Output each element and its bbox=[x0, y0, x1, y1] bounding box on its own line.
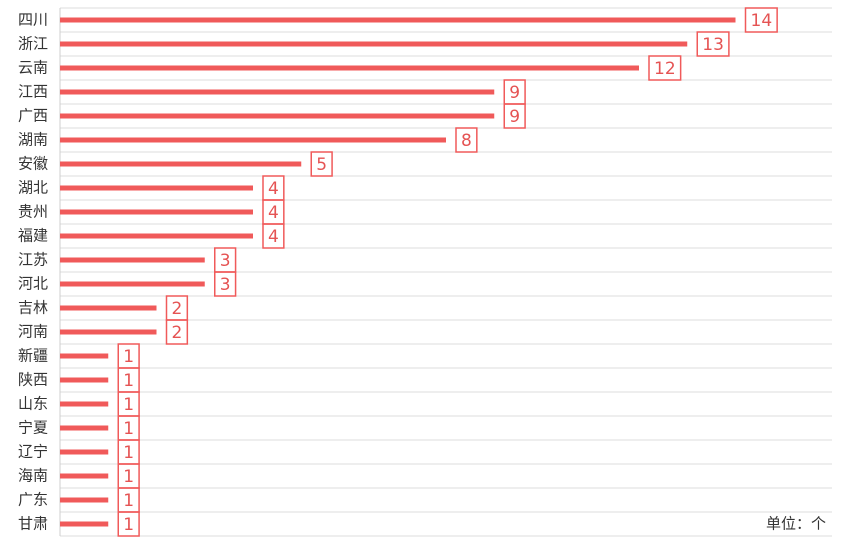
y-tick-label: 宁夏 bbox=[18, 419, 48, 437]
y-tick-label: 江苏 bbox=[18, 251, 48, 269]
bar bbox=[60, 329, 157, 335]
bar bbox=[60, 137, 446, 143]
value-label: 12 bbox=[654, 59, 676, 79]
value-label: 1 bbox=[123, 371, 134, 391]
y-tick-label: 安徽 bbox=[18, 155, 48, 173]
bar bbox=[60, 65, 639, 71]
bar bbox=[60, 425, 109, 431]
value-label-box bbox=[648, 55, 682, 81]
bar bbox=[60, 281, 205, 287]
value-label: 1 bbox=[123, 515, 134, 535]
value-label: 5 bbox=[316, 155, 327, 175]
y-tick-label: 浙江 bbox=[18, 35, 48, 53]
y-tick-label: 湖北 bbox=[18, 179, 48, 197]
y-tick-label: 山东 bbox=[18, 395, 48, 413]
value-label-box bbox=[262, 223, 285, 249]
bar bbox=[60, 497, 109, 503]
y-tick-label: 贵州 bbox=[18, 203, 48, 221]
y-tick-label: 广东 bbox=[18, 491, 48, 509]
value-label-box bbox=[165, 319, 189, 345]
bar bbox=[60, 473, 109, 479]
value-label: 1 bbox=[123, 419, 134, 439]
bar bbox=[60, 233, 253, 239]
bar bbox=[60, 89, 495, 95]
bar bbox=[60, 353, 109, 359]
bar bbox=[60, 305, 157, 311]
value-label: 3 bbox=[220, 251, 231, 271]
bar bbox=[60, 209, 253, 215]
y-tick-label: 陕西 bbox=[18, 371, 48, 389]
bar bbox=[60, 185, 253, 191]
value-label: 8 bbox=[461, 131, 472, 151]
value-label-box bbox=[117, 511, 140, 537]
value-label: 3 bbox=[220, 275, 231, 295]
value-label: 9 bbox=[509, 107, 520, 127]
y-tick-label: 江西 bbox=[18, 83, 48, 101]
y-tick-label: 湖南 bbox=[18, 131, 48, 149]
bar bbox=[60, 17, 736, 23]
bar bbox=[60, 41, 688, 47]
bar bbox=[60, 113, 495, 119]
value-label: 1 bbox=[123, 467, 134, 487]
bar bbox=[60, 257, 205, 263]
value-label-box bbox=[503, 103, 526, 129]
value-label: 13 bbox=[702, 35, 724, 55]
value-label: 2 bbox=[172, 299, 183, 319]
unit-label: 单位：个 bbox=[766, 515, 826, 533]
value-label: 9 bbox=[509, 83, 520, 103]
value-label: 1 bbox=[123, 443, 134, 463]
y-tick-label: 云南 bbox=[18, 59, 48, 77]
y-tick-label: 新疆 bbox=[18, 347, 48, 365]
y-tick-label: 四川 bbox=[18, 11, 48, 29]
value-label: 1 bbox=[123, 491, 134, 511]
bar bbox=[60, 449, 109, 455]
value-label-box bbox=[455, 127, 478, 153]
bar bbox=[60, 377, 109, 383]
value-label-box bbox=[214, 271, 237, 297]
bar bbox=[60, 401, 109, 407]
value-label: 4 bbox=[268, 203, 279, 223]
value-label-box bbox=[310, 151, 333, 177]
value-label: 14 bbox=[751, 11, 773, 31]
bar bbox=[60, 161, 302, 167]
bar bbox=[60, 521, 109, 527]
value-label: 2 bbox=[172, 323, 183, 343]
y-tick-label: 福建 bbox=[18, 227, 48, 245]
y-tick-label: 辽宁 bbox=[18, 443, 48, 461]
value-label-box bbox=[744, 7, 778, 33]
y-tick-label: 河南 bbox=[18, 323, 48, 341]
value-label: 4 bbox=[268, 227, 279, 247]
y-tick-label: 河北 bbox=[18, 275, 48, 293]
y-tick-label: 甘肃 bbox=[18, 515, 48, 533]
value-label: 1 bbox=[123, 395, 134, 415]
y-tick-label: 广西 bbox=[18, 107, 48, 125]
y-tick-label: 吉林 bbox=[18, 299, 48, 317]
value-label-box bbox=[696, 31, 730, 57]
y-tick-label: 海南 bbox=[18, 467, 48, 485]
value-label: 4 bbox=[268, 179, 279, 199]
value-label: 1 bbox=[123, 347, 134, 367]
